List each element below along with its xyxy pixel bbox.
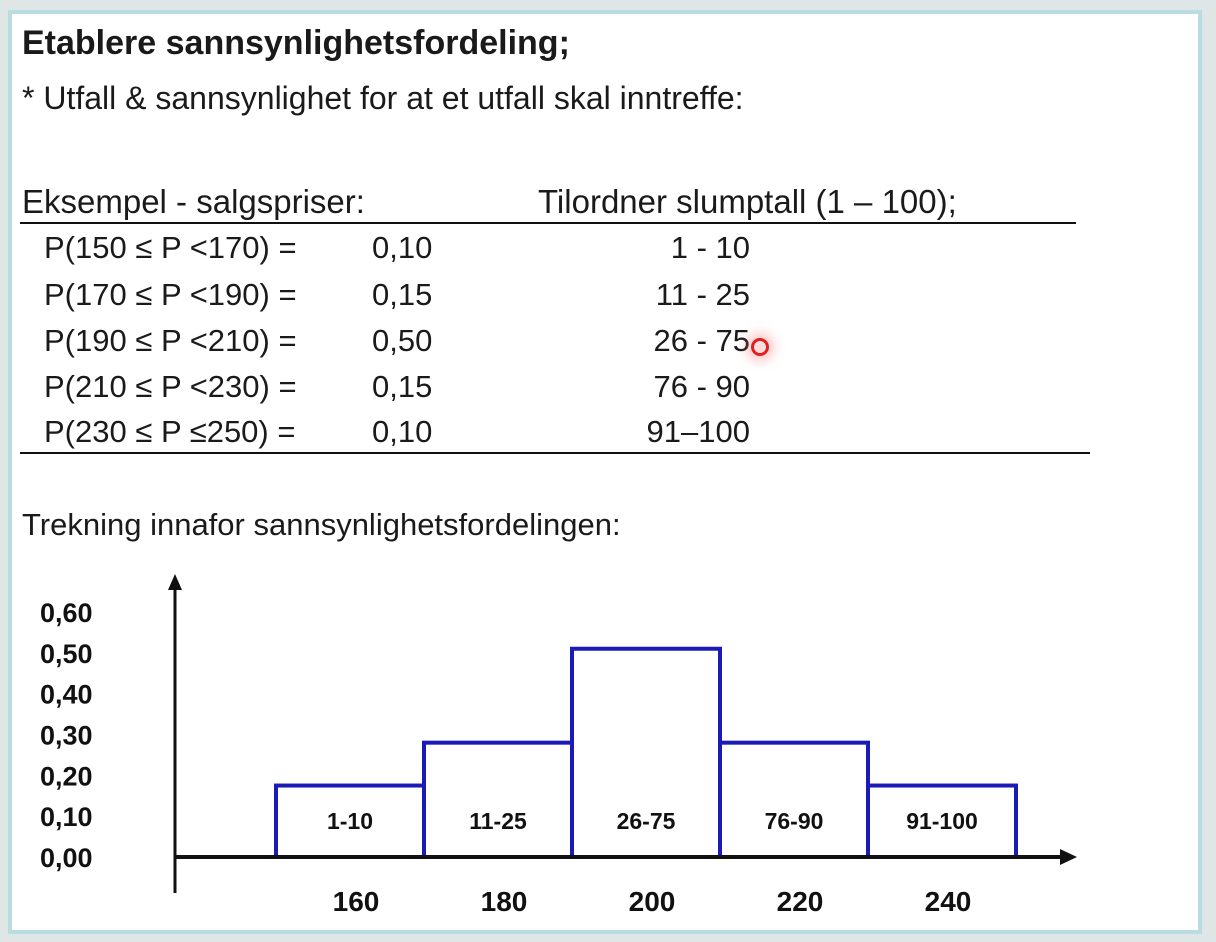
table-row: P(170 ≤ P <190) = 0,15 11 - 25 <box>0 277 1100 323</box>
row-random-range: 91–100 <box>646 414 750 449</box>
x-tick-label: 160 <box>333 886 380 917</box>
bar-range-label: 76-90 <box>765 808 824 834</box>
histogram-bar <box>422 740 574 860</box>
histogram-bar <box>718 740 870 860</box>
row-condition: P(150 ≤ P <170) = <box>44 230 297 265</box>
y-axis-arrow-icon <box>168 574 182 590</box>
table-header-prices: Eksempel - salgspriser: <box>22 183 365 220</box>
row-condition: P(230 ≤ P ≤250) = <box>44 414 296 449</box>
bar-range-label: 11-25 <box>469 808 527 834</box>
table-row: P(210 ≤ P <230) = 0,15 76 - 90 <box>0 369 1100 415</box>
chart-section-label: Trekning innafor sannsynlighetsfordeling… <box>22 507 621 542</box>
table-header-random-numbers: Tilordner slumptall (1 – 100); <box>538 183 957 220</box>
row-random-range: 26 - 75 <box>653 323 750 358</box>
row-probability: 0,10 <box>372 414 433 449</box>
row-condition: P(190 ≤ P <210) = <box>44 323 297 358</box>
y-tick-label: 0,60 <box>40 598 93 628</box>
row-random-range: 1 - 10 <box>670 230 750 265</box>
bar-range-label: 91-100 <box>906 808 978 834</box>
x-tick-label: 200 <box>629 886 676 917</box>
table-row: P(230 ≤ P ≤250) = 0,10 91–100 <box>0 414 1100 460</box>
y-tick-label: 0,10 <box>40 802 93 832</box>
bar-range-label: 1-10 <box>327 808 373 834</box>
row-random-range: 11 - 25 <box>655 277 750 312</box>
row-probability: 0,50 <box>372 323 433 358</box>
x-axis-arrow-icon <box>1060 849 1077 865</box>
table-bottom-rule <box>20 452 1090 454</box>
row-random-range: 76 - 90 <box>653 369 750 404</box>
row-condition: P(170 ≤ P <190) = <box>44 277 297 312</box>
bar-range-label: 26-75 <box>617 808 676 834</box>
y-tick-label: 0,30 <box>40 721 93 751</box>
y-tick-label: 0,40 <box>40 680 93 710</box>
row-probability: 0,10 <box>372 230 433 265</box>
slide-subtitle: * Utfall & sannsynlighet for at et utfal… <box>22 80 744 116</box>
x-tick-label: 220 <box>777 886 824 917</box>
row-condition: P(210 ≤ P <230) = <box>44 369 297 404</box>
pointer-cursor-icon <box>751 338 769 356</box>
y-tick-label: 0,50 <box>40 639 93 669</box>
y-tick-label: 0,00 <box>40 843 93 873</box>
x-tick-label: 240 <box>925 886 972 917</box>
row-probability: 0,15 <box>372 369 433 404</box>
table-row: P(150 ≤ P <170) = 0,10 1 - 10 <box>0 230 1100 276</box>
row-probability: 0,15 <box>372 277 433 312</box>
slide-title: Etablere sannsynlighetsfordeling; <box>22 24 570 62</box>
table-header-underline <box>20 222 1076 224</box>
x-tick-label: 180 <box>481 886 528 917</box>
table-row: P(190 ≤ P <210) = 0,50 26 - 75 <box>0 323 1100 369</box>
y-tick-label: 0,20 <box>40 761 93 791</box>
histogram-bar <box>570 646 722 859</box>
